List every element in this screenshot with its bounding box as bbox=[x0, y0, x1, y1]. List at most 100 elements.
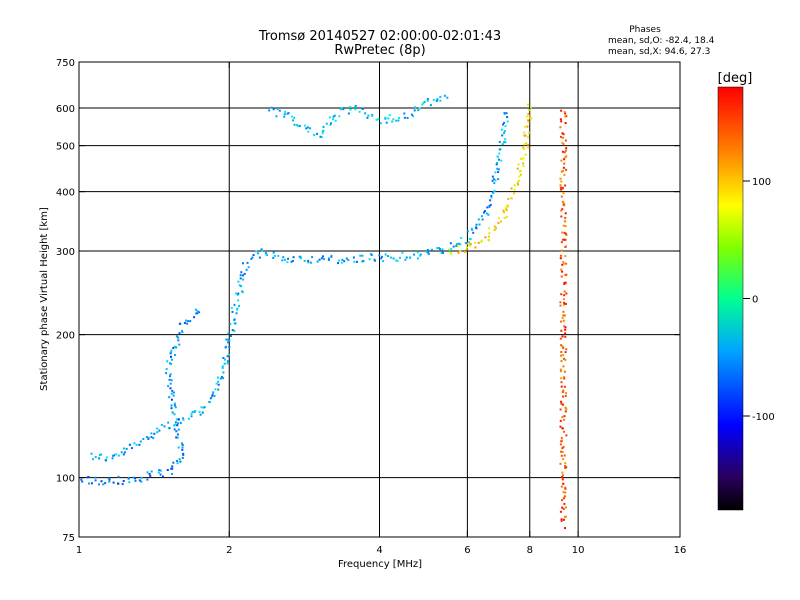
echo-point bbox=[563, 151, 566, 154]
echo-point bbox=[436, 98, 439, 101]
echo-point bbox=[226, 355, 229, 358]
echo-point bbox=[113, 454, 116, 457]
echo-point bbox=[522, 146, 525, 149]
echo-point bbox=[321, 132, 324, 135]
echo-point bbox=[563, 301, 566, 304]
echo-point bbox=[173, 404, 176, 407]
echo-point bbox=[392, 257, 395, 260]
echo-point bbox=[94, 456, 97, 459]
echo-point bbox=[240, 285, 243, 288]
echo-point bbox=[489, 203, 492, 206]
echo-point bbox=[283, 113, 286, 116]
echo-point bbox=[560, 381, 563, 384]
echo-point bbox=[469, 244, 472, 247]
echo-point bbox=[406, 117, 409, 119]
echo-point bbox=[564, 358, 567, 361]
echo-point bbox=[156, 431, 159, 434]
echo-point bbox=[483, 211, 485, 214]
echo-point bbox=[214, 388, 217, 391]
echo-point bbox=[130, 447, 133, 450]
echo-point bbox=[498, 216, 501, 219]
echo-point bbox=[562, 491, 565, 494]
echo-point bbox=[448, 250, 451, 252]
echo-point bbox=[562, 298, 565, 301]
echo-point bbox=[149, 475, 152, 477]
echo-point bbox=[564, 506, 567, 509]
echo-point bbox=[170, 379, 173, 382]
axis-ticks: 1 2 4 6 8 10 16 75 100 200 300 400 500 600 750 bbox=[56, 58, 686, 556]
echo-point bbox=[506, 120, 509, 123]
echo-point bbox=[564, 491, 567, 494]
echo-point bbox=[122, 453, 125, 456]
echo-point bbox=[185, 319, 187, 322]
echo-point bbox=[178, 332, 181, 335]
echo-point bbox=[378, 254, 381, 257]
echo-point bbox=[465, 248, 468, 251]
echo-point bbox=[272, 108, 275, 111]
echo-point bbox=[527, 103, 529, 106]
echo-point bbox=[439, 99, 442, 102]
chart-title: Tromsø 20140527 02:00:00-02:01:43 bbox=[258, 29, 501, 44]
echo-point bbox=[364, 112, 367, 115]
echo-point bbox=[474, 246, 477, 249]
echo-point bbox=[500, 128, 503, 131]
echo-point bbox=[562, 518, 565, 521]
echo-point bbox=[563, 303, 565, 306]
echo-point bbox=[358, 110, 361, 113]
echo-point bbox=[251, 256, 254, 259]
echo-point bbox=[139, 440, 142, 443]
echo-point bbox=[171, 473, 174, 475]
echo-point bbox=[414, 106, 417, 109]
echo-point bbox=[496, 155, 499, 158]
echo-point bbox=[217, 388, 220, 391]
echo-point bbox=[439, 95, 442, 98]
echo-point bbox=[563, 454, 566, 457]
echo-point bbox=[236, 307, 239, 310]
echo-point bbox=[565, 234, 568, 236]
echo-point bbox=[177, 336, 180, 339]
echo-point bbox=[562, 314, 565, 317]
x-tick-label: 8 bbox=[527, 545, 533, 556]
echo-point bbox=[347, 112, 350, 115]
echo-point bbox=[560, 400, 563, 403]
x-tick-label: 10 bbox=[572, 545, 585, 556]
echo-point bbox=[562, 224, 565, 227]
echo-point bbox=[491, 179, 494, 182]
echo-point bbox=[176, 433, 179, 436]
echo-point bbox=[291, 115, 294, 118]
echo-point bbox=[560, 450, 563, 453]
echo-point bbox=[527, 121, 530, 124]
echo-point bbox=[277, 254, 280, 257]
echo-point bbox=[561, 416, 564, 419]
echo-point bbox=[272, 256, 275, 259]
echo-point bbox=[157, 471, 160, 474]
echo-point bbox=[186, 322, 189, 325]
echo-point bbox=[561, 270, 564, 273]
echo-point bbox=[565, 392, 568, 395]
echo-point bbox=[170, 363, 173, 365]
echo-point bbox=[421, 103, 424, 106]
echo-point bbox=[477, 218, 480, 221]
echo-point bbox=[564, 351, 567, 354]
echo-point bbox=[330, 254, 333, 257]
echo-point bbox=[562, 262, 565, 265]
echo-point bbox=[429, 104, 432, 107]
echo-point bbox=[562, 430, 565, 433]
echo-point bbox=[169, 382, 172, 385]
echo-point bbox=[565, 466, 568, 469]
echo-point bbox=[565, 147, 568, 150]
echo-point bbox=[563, 204, 566, 207]
echo-point bbox=[561, 231, 564, 234]
echo-point bbox=[522, 162, 524, 165]
echo-point bbox=[426, 97, 429, 100]
echo-point bbox=[503, 211, 506, 214]
echo-point bbox=[564, 216, 567, 219]
echo-point bbox=[450, 252, 453, 255]
echo-point bbox=[480, 215, 483, 218]
echo-point bbox=[169, 362, 171, 365]
echo-point bbox=[466, 230, 469, 233]
echo-point bbox=[174, 423, 177, 426]
echo-point bbox=[117, 475, 120, 478]
echo-point bbox=[193, 316, 196, 319]
echo-point bbox=[320, 136, 323, 138]
